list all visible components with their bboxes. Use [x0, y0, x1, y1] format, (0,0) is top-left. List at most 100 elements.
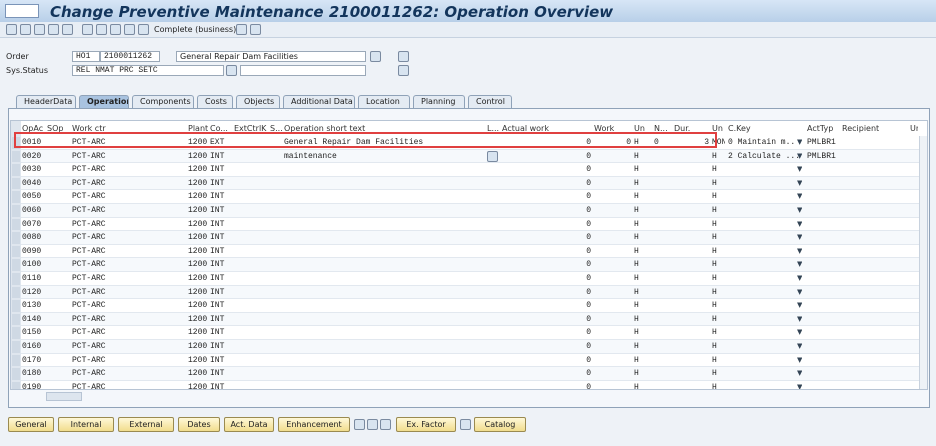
column-header[interactable]: L... — [487, 124, 500, 133]
column-header[interactable]: S... — [270, 124, 282, 133]
column-header[interactable]: Plant — [188, 124, 208, 133]
icon-button[interactable] — [460, 419, 471, 430]
tab[interactable]: HeaderData — [16, 95, 76, 108]
column-header[interactable]: ExtCtrlK — [234, 124, 267, 133]
long-text-icon[interactable] — [487, 150, 498, 162]
complete-button[interactable]: Complete (business) — [154, 25, 237, 34]
row-selector[interactable] — [12, 286, 20, 299]
toolbar-icon[interactable] — [48, 24, 59, 35]
dropdown-arrow[interactable]: ▼ — [797, 178, 803, 187]
text-icon[interactable] — [398, 51, 409, 62]
toolbar-icon[interactable] — [20, 24, 31, 35]
table-row[interactable] — [21, 312, 921, 327]
dropdown-arrow[interactable]: ▼ — [797, 233, 803, 242]
table-row[interactable] — [21, 299, 921, 313]
column-header[interactable]: Co... — [210, 124, 228, 133]
dropdown-arrow[interactable]: ▼ — [797, 192, 803, 201]
dropdown-arrow[interactable]: ▼ — [797, 355, 803, 364]
tab[interactable]: Objects — [236, 95, 280, 108]
row-selector[interactable] — [12, 259, 20, 271]
tab[interactable]: Planning — [413, 95, 465, 108]
table-row[interactable] — [21, 163, 921, 177]
button[interactable]: Dates — [178, 417, 220, 432]
table-row[interactable] — [21, 231, 921, 245]
table-row[interactable] — [21, 353, 921, 368]
dropdown-arrow[interactable]: ▼ — [797, 301, 803, 310]
button[interactable]: Internal — [58, 417, 114, 432]
table-row[interactable] — [21, 380, 921, 389]
button[interactable]: External — [118, 417, 174, 432]
table-row[interactable] — [21, 204, 921, 218]
row-selector[interactable] — [12, 313, 20, 326]
row-selector[interactable] — [12, 205, 20, 217]
table-row[interactable] — [21, 367, 921, 381]
dropdown-arrow[interactable]: ▼ — [797, 314, 803, 323]
row-selector[interactable] — [12, 245, 20, 258]
table-row[interactable] — [21, 272, 921, 286]
order-type[interactable]: HO1 — [72, 51, 100, 62]
tab[interactable]: Costs — [197, 95, 233, 108]
text-icon[interactable] — [370, 51, 381, 62]
order-text[interactable]: General Repair Dam Facilities — [176, 51, 366, 62]
row-selector[interactable] — [12, 137, 20, 149]
toolbar-icon[interactable] — [96, 24, 107, 35]
column-header[interactable]: OpAc — [22, 124, 44, 133]
dropdown-arrow[interactable]: ▼ — [797, 382, 803, 390]
tab[interactable]: Location — [358, 95, 410, 108]
tab[interactable]: Control — [468, 95, 512, 108]
toolbar-icon[interactable] — [34, 24, 45, 35]
tab[interactable]: Components — [132, 95, 194, 108]
vertical-scrollbar[interactable] — [919, 136, 927, 389]
row-selector[interactable] — [12, 368, 20, 380]
button[interactable]: Act. Data — [224, 417, 274, 432]
column-header[interactable]: Un — [712, 124, 723, 133]
row-selector[interactable] — [12, 300, 20, 312]
column-header[interactable]: C.Key — [728, 124, 751, 133]
column-header[interactable]: Dur. — [674, 124, 691, 133]
table-row[interactable] — [21, 176, 921, 191]
column-header[interactable]: Work — [594, 124, 615, 133]
table-row[interactable] — [21, 340, 921, 354]
table-row[interactable] — [21, 190, 921, 204]
row-selector[interactable] — [12, 381, 20, 389]
toolbar-icon[interactable] — [138, 24, 149, 35]
toolbar-icon[interactable] — [62, 24, 73, 35]
table-row[interactable] — [21, 258, 921, 272]
toolbar-icon[interactable] — [6, 24, 17, 35]
column-header[interactable]: Un — [634, 124, 645, 133]
dropdown-arrow[interactable]: ▼ — [797, 328, 803, 337]
horizontal-scrollbar[interactable] — [46, 392, 82, 401]
order-number[interactable]: 2100011262 — [100, 51, 160, 62]
row-selector[interactable] — [12, 341, 20, 353]
table-row[interactable] — [21, 217, 921, 232]
button[interactable]: Enhancement — [278, 417, 350, 432]
dropdown-arrow[interactable]: ▼ — [797, 219, 803, 228]
row-selector[interactable] — [12, 232, 20, 244]
table-row[interactable] — [21, 149, 921, 164]
column-header[interactable]: Recipient — [842, 124, 880, 133]
button[interactable]: Ex. Factor — [396, 417, 456, 432]
dropdown-arrow[interactable]: ▼ — [797, 246, 803, 255]
tab[interactable]: Additional Data — [283, 95, 355, 108]
column-header[interactable]: ActTyp — [807, 124, 834, 133]
table-row[interactable] — [21, 285, 921, 300]
dropdown-arrow[interactable]: ▼ — [797, 206, 803, 214]
button[interactable]: General — [8, 417, 54, 432]
status-icon[interactable] — [398, 65, 409, 76]
menu-icon[interactable] — [5, 4, 39, 18]
dropdown-arrow[interactable]: ▼ — [797, 342, 803, 350]
button[interactable]: Catalog — [474, 417, 526, 432]
column-header[interactable]: SOp — [47, 124, 64, 133]
column-header[interactable]: Operation short text — [284, 124, 366, 133]
row-selector[interactable] — [12, 164, 20, 176]
icon-button[interactable] — [367, 419, 378, 430]
table-row[interactable] — [21, 326, 921, 340]
row-selector[interactable] — [12, 354, 20, 367]
dropdown-arrow[interactable]: ▼ — [797, 287, 803, 296]
column-header[interactable]: Actual work — [502, 124, 549, 133]
dropdown-arrow[interactable]: ▼ — [797, 151, 803, 160]
dropdown-arrow[interactable]: ▼ — [797, 138, 803, 146]
row-selector[interactable] — [12, 327, 20, 339]
dropdown-arrow[interactable]: ▼ — [797, 369, 803, 378]
